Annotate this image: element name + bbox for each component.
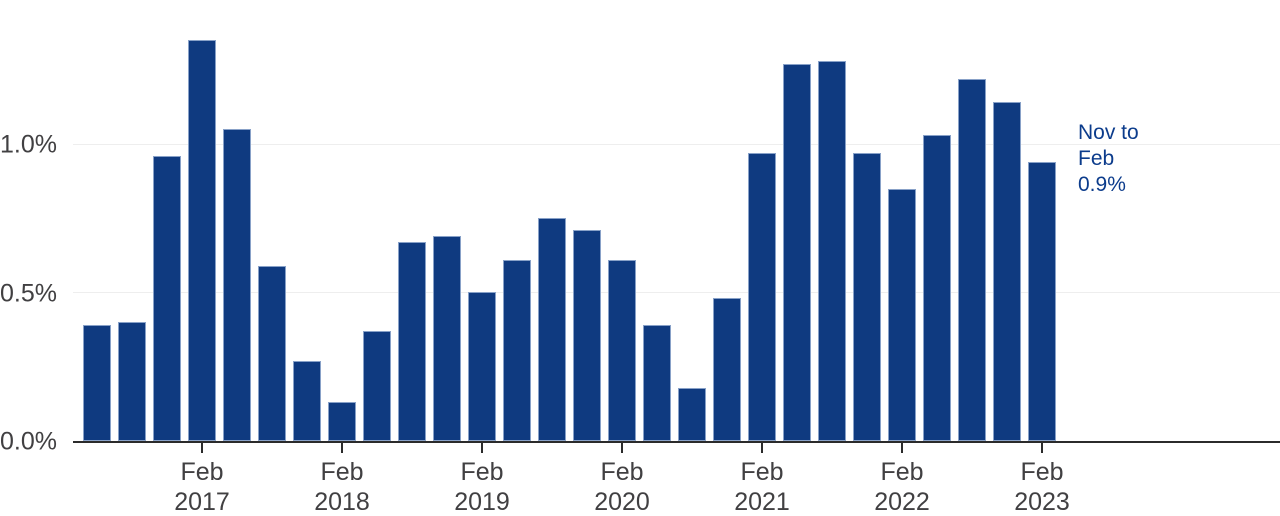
bar [433,236,461,441]
bar [83,325,111,441]
x-axis-tick-mark [761,443,763,453]
bar [643,325,671,441]
x-axis-tick-label: Feb 2023 [1014,457,1070,516]
x-axis-tick-year: 2017 [174,488,230,516]
bar [713,298,741,441]
x-axis-tick-mark [481,443,483,453]
bar [188,40,216,441]
x-axis-tick-mark [201,443,203,453]
x-axis-tick-month: Feb [1020,458,1064,486]
x-axis-tick-label: Feb 2021 [734,457,790,516]
bar [118,322,146,441]
bar [223,129,251,441]
bar [503,260,531,441]
bar [993,102,1021,441]
x-axis-tick-mark [901,443,903,453]
bar [958,79,986,441]
x-axis-tick-label: Feb 2017 [174,457,230,516]
bar [748,153,776,441]
x-axis-tick-mark [1041,443,1043,453]
x-axis-tick-year: 2021 [734,488,790,516]
bar [328,402,356,441]
bar [608,260,636,441]
y-axis-tick-label: 0.0% [0,427,57,456]
bar [468,292,496,441]
gridline [73,292,1280,293]
x-axis-tick-year: 2023 [1014,488,1070,516]
bar [1028,162,1056,441]
x-axis-tick-mark [621,443,623,453]
x-axis-tick-label: Feb 2020 [594,457,650,516]
annotation-nov-to-feb: Nov to Feb 0.9% [1078,120,1139,198]
annotation-line-2: Feb [1078,147,1115,170]
x-axis-tick-year: 2022 [874,488,930,516]
bar [293,361,321,441]
bar [538,218,566,441]
x-axis-tick-mark [341,443,343,453]
gridline [73,143,1280,145]
x-axis-tick-label: Feb 2019 [454,457,510,516]
x-axis-tick-label: Feb 2018 [314,457,370,516]
bar [258,266,286,441]
bar [818,61,846,441]
x-axis-tick-month: Feb [180,458,224,486]
annotation-line-3: 0.9% [1078,173,1126,196]
x-axis-tick-month: Feb [740,458,784,486]
x-axis-tick-label: Feb 2022 [874,457,930,516]
x-axis-tick-month: Feb [460,458,504,486]
bar [678,388,706,441]
bar [783,64,811,441]
bar [153,156,181,441]
bar [853,153,881,441]
x-axis-tick-year: 2019 [454,488,510,516]
y-axis-tick-label: 0.5% [0,279,57,307]
annotation-line-1: Nov to [1078,121,1139,144]
x-axis-tick-month: Feb [320,458,364,486]
bar [923,135,951,441]
bar [398,242,426,441]
bar [888,189,916,441]
x-axis-tick-month: Feb [600,458,644,486]
bar [363,331,391,441]
bar [573,230,601,441]
x-axis-tick-year: 2018 [314,488,370,516]
x-axis-tick-month: Feb [880,458,924,486]
y-axis-tick-label: 1.0% [0,130,57,159]
x-axis-line [73,441,1280,443]
x-axis-tick-year: 2020 [594,488,650,516]
